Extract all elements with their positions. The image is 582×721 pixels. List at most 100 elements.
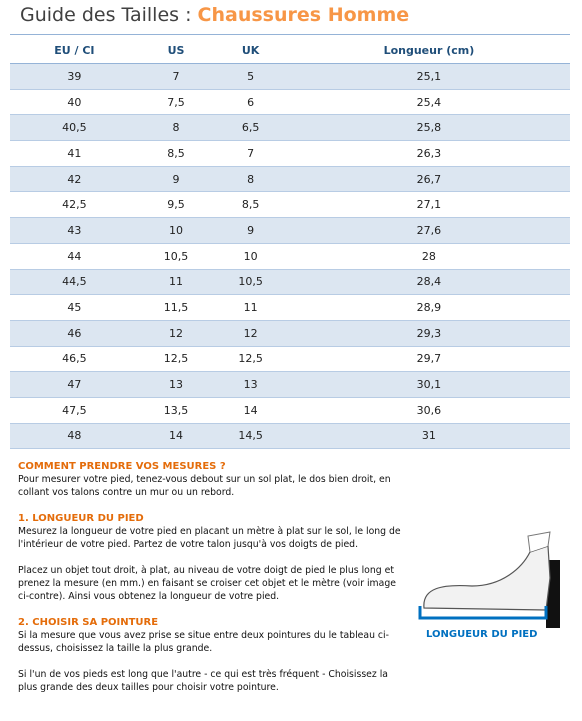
cell: 14 (213, 397, 288, 424)
column-header: UK (213, 37, 288, 64)
cell: 8 (138, 114, 214, 142)
section-heading: 1. LONGUEUR DU PIED (18, 513, 144, 524)
cell: 45 (10, 294, 139, 321)
cell: 11 (213, 294, 288, 321)
table-row: 40,5 8 6,5 25,8 (10, 114, 570, 142)
table-row: 44,5 11 10,5 28,4 (10, 269, 570, 296)
cell: 29,3 (287, 320, 570, 347)
cell: 41 (10, 140, 139, 167)
section: 2. CHOISIR SA POINTURE Si la mesure que v… (18, 616, 406, 694)
table-row: 44 10,5 10 28 (10, 243, 570, 270)
cell: 12,5 (213, 346, 288, 373)
table-row: 46,5 12,5 12,5 29,7 (10, 346, 570, 373)
cell: 31 (287, 423, 570, 450)
cell: 25,8 (287, 114, 570, 142)
cell: 40,5 (10, 114, 139, 142)
column-header: EU / CI (10, 37, 139, 64)
cell: 13 (138, 371, 214, 398)
paragraph: Placez un objet tout droit, à plat, au n… (18, 565, 396, 602)
section-heading: COMMENT PRENDRE VOS MESURES ? (18, 461, 226, 472)
table-row: 48 14 14,5 31 (10, 423, 570, 450)
table-row: 39 7 5 25,1 (10, 63, 570, 90)
cell: 11 (138, 269, 214, 296)
table-row: 43 10 9 27,6 (10, 217, 570, 244)
foot-illustration (418, 531, 560, 628)
cell: 10,5 (138, 243, 214, 270)
title: Guide des Tailles : Chaussures Homme (20, 4, 409, 26)
cell: 12,5 (138, 346, 214, 373)
cell: 12 (213, 320, 288, 347)
title-text: Guide des Tailles : (20, 4, 192, 26)
cell: 44,5 (10, 269, 139, 296)
cell: 7,5 (138, 89, 214, 116)
cell: 30,1 (287, 371, 570, 398)
cell: 13 (213, 371, 288, 398)
cell: 28,4 (287, 269, 570, 296)
cell: 7 (213, 140, 288, 167)
table-row: 47 13 13 30,1 (10, 371, 570, 398)
cell: 47,5 (10, 397, 139, 424)
cell: 10 (213, 243, 288, 270)
cell: 42,5 (10, 191, 139, 219)
cell: 40 (10, 89, 139, 116)
cell: 14,5 (213, 423, 288, 450)
cell: 10 (138, 217, 214, 244)
table-row: 45 11,5 11 28,9 (10, 294, 570, 321)
paragraph: Mesurez la longueur de votre pied en pla… (18, 526, 401, 550)
cell: 10,5 (213, 269, 288, 296)
table-row: 47,5 13,5 14 30,6 (10, 397, 570, 424)
cell: 26,3 (287, 140, 570, 167)
cell: 46,5 (10, 346, 139, 373)
table-row: 40 7,5 6 25,4 (10, 89, 570, 116)
cell: 43 (10, 217, 139, 244)
size-table: EU / CI US UK Longueur (cm) 39 7 5 25,1 40 7,5 6 25… (10, 37, 570, 450)
cell: 9 (213, 217, 288, 244)
cell: 39 (10, 63, 139, 90)
section-heading: 2. CHOISIR SA POINTURE (18, 617, 159, 628)
header-row: EU / CI US UK Longueur (cm) (10, 37, 570, 64)
cell: 6 (213, 89, 288, 116)
instructions: COMMENT PRENDRE VOS MESURES ? Pour mesure… (18, 460, 406, 707)
cell: 44 (10, 243, 139, 270)
cell: 9 (138, 166, 214, 193)
table-row: 42,5 9,5 8,5 27,1 (10, 191, 570, 219)
cell: 28 (287, 243, 570, 270)
cell: 48 (10, 423, 139, 450)
paragraph: Pour mesurer votre pied, tenez-vous debo… (18, 474, 391, 498)
cell: 46 (10, 320, 139, 347)
cell: 13,5 (138, 397, 214, 424)
cell: 6,5 (213, 114, 288, 142)
cell: 29,7 (287, 346, 570, 373)
table-row: 42 9 8 26,7 (10, 166, 570, 193)
cell: 28,9 (287, 294, 570, 321)
cell: 14 (138, 423, 214, 450)
cell: 27,1 (287, 191, 570, 219)
cell: 47 (10, 371, 139, 398)
paragraph: Si l'un de vos pieds est long que l'autr… (18, 669, 389, 693)
table-row: 41 8,5 7 26,3 (10, 140, 570, 167)
divider (10, 34, 570, 35)
cell: 5 (213, 63, 288, 90)
cell: 8,5 (213, 191, 288, 219)
cell: 27,6 (287, 217, 570, 244)
cell: 42 (10, 166, 139, 193)
cell: 7 (138, 63, 214, 90)
cell: 25,4 (287, 89, 570, 116)
cell: 8 (213, 166, 288, 193)
column-header: US (138, 37, 214, 64)
table-row: 46 12 12 29,3 (10, 320, 570, 347)
cell: 26,7 (287, 166, 570, 193)
cell: 12 (138, 320, 214, 347)
cell: 9,5 (138, 191, 214, 219)
cell: 11,5 (138, 294, 214, 321)
paragraph: Si la mesure que vous avez prise se situ… (18, 630, 389, 654)
cell: 30,6 (287, 397, 570, 424)
figure-label: LONGUEUR DU PIED (426, 629, 538, 640)
cell: 8,5 (138, 140, 214, 167)
section: 1. LONGUEUR DU PIED Mesurez la longueur d… (18, 512, 406, 603)
column-header: Longueur (cm) (287, 37, 570, 64)
cell: 25,1 (287, 63, 570, 90)
section: COMMENT PRENDRE VOS MESURES ? Pour mesure… (18, 460, 406, 499)
subtitle: Chaussures Homme (197, 4, 410, 26)
